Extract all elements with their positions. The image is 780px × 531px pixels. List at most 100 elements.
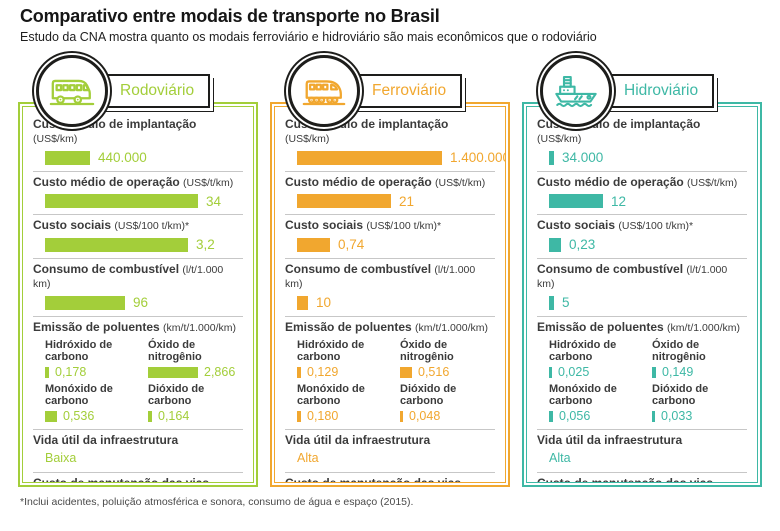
bar-value: 3,2 — [196, 237, 215, 253]
pollutant-label: Óxido de nitrogênio — [148, 338, 202, 363]
metric-combustivel: Consumo de combustível (l/t/1.000 km) 10 — [285, 259, 495, 317]
pollutant-hidroxido-carbono: Hidróxido de carbono 0,129 — [297, 339, 392, 379]
panel-title-rodoviario: Rodoviário — [100, 74, 211, 108]
bar — [549, 150, 554, 165]
bar — [45, 150, 90, 165]
train-icon — [288, 55, 360, 127]
bar — [45, 411, 57, 423]
bar-value: 0,516 — [418, 364, 450, 379]
metric-operacao: Custo médio de operação (US$/t/km) 21 — [285, 172, 495, 216]
metric-label: Emissão de poluentes (km/t/1.000/km) — [33, 319, 236, 334]
pollutant-hidroxido-carbono: Hidróxido de carbono 0,178 — [45, 339, 140, 379]
bar-value: 34 — [206, 193, 222, 209]
pollutant-hidroxido-carbono: Hidróxido de carbono 0,025 — [549, 339, 644, 379]
pollutant-label: Monóxido de carbono — [297, 383, 365, 408]
metric-manutencao: Custo de manutenção das vias Baixo — [537, 473, 747, 483]
panel-rodoviario-header: Rodoviário — [36, 54, 254, 128]
metric-label: Custo de manutenção das vias — [537, 475, 714, 483]
metric-vida-util: Vida útil da infraestrutura Alta — [537, 430, 747, 473]
pollutant-label: Hidróxido de carbono — [297, 338, 365, 363]
footnote: *Inclui acidentes, poluição atmosférica … — [20, 496, 414, 508]
pollutant-oxido-nitrogenio: Óxido de nitrogênio 0,149 — [652, 339, 747, 379]
pollutant-label: Óxido de nitrogênio — [652, 338, 706, 363]
pollutant-label: Dióxido de carbono — [148, 383, 205, 408]
metric-sociais: Custo sociais (US$/100 t/km)* 0,23 — [537, 215, 747, 260]
panel-ferroviario: Ferroviário Custo médio de implantação (… — [270, 52, 510, 487]
metric-label: Custo sociais (US$/100 t/km)* — [537, 218, 694, 233]
bar — [45, 295, 125, 310]
bar — [45, 194, 198, 209]
bar-value: 5 — [562, 295, 570, 311]
metric-unit: (US$/100 t/km)* — [366, 220, 442, 233]
bar — [297, 150, 442, 165]
metric-unit: (km/t/1.000/km) — [415, 321, 488, 334]
metric-unit: (US$/100 t/km)* — [618, 220, 694, 233]
pollutant-dioxido-carbono: Dióxido de carbono 0,164 — [148, 383, 243, 423]
metric-vida-util: Vida útil da infraestrutura Alta — [285, 430, 495, 473]
bar-value: 0,129 — [307, 364, 339, 379]
bar-value: 34.000 — [562, 149, 604, 165]
metric-unit: (l/t/1.000 km) — [33, 264, 224, 290]
metric-label: Emissão de poluentes (km/t/1.000/km) — [285, 319, 488, 334]
bar-value: 2,866 — [204, 364, 236, 379]
panel-rodoviario: Rodoviário Custo médio de implantação (U… — [18, 52, 258, 487]
bar — [45, 238, 188, 253]
metric-sociais: Custo sociais (US$/100 t/km)* 0,74 — [285, 215, 495, 260]
panel-rodoviario-box: Custo médio de implantação (US$/km) 440.… — [18, 102, 258, 487]
metric-unit: (US$/100 t/km)* — [114, 220, 190, 233]
metric-unit: (US$/t/km) — [687, 176, 738, 189]
metric-manutencao: Custo de manutenção das vias Alto — [33, 473, 243, 482]
pollutant-oxido-nitrogenio: Óxido de nitrogênio 2,866 — [148, 339, 243, 379]
bar-value: 0,056 — [559, 409, 591, 424]
pollutant-monoxido-carbono: Monóxido de carbono 0,056 — [549, 383, 644, 423]
panel-title-hidroviario: Hidroviário — [604, 74, 715, 108]
bar — [297, 194, 391, 209]
metric-label: Consumo de combustível (l/t/1.000 km) — [33, 262, 224, 290]
metric-vida-util: Vida útil da infraestrutura Baixa — [33, 430, 243, 473]
bar — [45, 366, 49, 378]
bar-value: 96 — [133, 295, 149, 311]
bus-icon — [36, 55, 108, 127]
bar — [400, 366, 412, 378]
bar — [652, 366, 656, 378]
metric-label: Custo sociais (US$/100 t/km)* — [33, 218, 190, 233]
pollutants-section: Emissão de poluentes (km/t/1.000/km) Hid… — [285, 317, 495, 430]
bar-value: 0,033 — [661, 409, 693, 424]
metric-combustivel: Consumo de combustível (l/t/1.000 km) 96 — [33, 259, 243, 317]
bar-value: 0,74 — [338, 237, 365, 253]
bar — [297, 238, 330, 253]
bar — [148, 411, 152, 423]
metric-unit: (US$/t/km) — [435, 176, 486, 189]
metric-label: Custo de manutenção das vias — [285, 475, 462, 483]
bar-value: 0,164 — [158, 409, 190, 424]
pollutant-monoxido-carbono: Monóxido de carbono 0,180 — [297, 383, 392, 423]
panels-container: Rodoviário Custo médio de implantação (U… — [18, 52, 762, 487]
pollutant-label: Hidróxido de carbono — [549, 338, 617, 363]
metric-unit: (l/t/1.000 km) — [537, 264, 728, 290]
bar-value: 0,536 — [63, 409, 95, 424]
metric-label: Custo sociais (US$/100 t/km)* — [285, 218, 442, 233]
pollutant-label: Monóxido de carbono — [549, 383, 617, 408]
bar — [652, 411, 655, 423]
pollutant-monoxido-carbono: Monóxido de carbono 0,536 — [45, 383, 140, 423]
metric-unit: (US$/km) — [285, 132, 330, 145]
bar — [148, 366, 198, 378]
qualitative-value: Alta — [297, 450, 319, 465]
bar — [549, 194, 603, 209]
pollutant-label: Monóxido de carbono — [45, 383, 113, 408]
panel-ferroviario-header: Ferroviário — [288, 54, 506, 128]
pollutant-dioxido-carbono: Dióxido de carbono 0,048 — [400, 383, 495, 423]
metric-manutencao: Custo de manutenção das vias Baixo — [285, 473, 495, 483]
metric-operacao: Custo médio de operação (US$/t/km) 12 — [537, 172, 747, 216]
metric-unit: (US$/km) — [33, 132, 78, 145]
bar-value: 440.000 — [98, 149, 147, 165]
bar — [297, 366, 301, 378]
bar — [549, 295, 554, 310]
pollutant-dioxido-carbono: Dióxido de carbono 0,033 — [652, 383, 747, 423]
metric-unit: (l/t/1.000 km) — [285, 264, 476, 290]
bar — [400, 411, 403, 423]
bar — [549, 366, 552, 378]
bar — [297, 295, 308, 310]
metric-unit: (km/t/1.000/km) — [667, 321, 740, 334]
metric-unit: (US$/km) — [537, 132, 582, 145]
